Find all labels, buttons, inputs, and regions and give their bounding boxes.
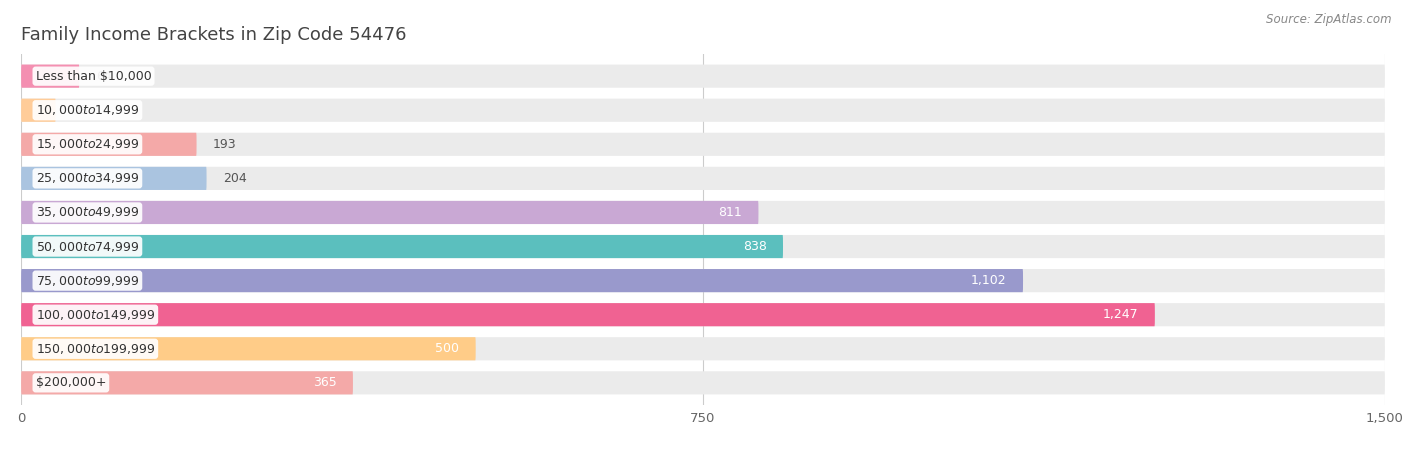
FancyBboxPatch shape — [21, 337, 1385, 360]
FancyBboxPatch shape — [21, 201, 758, 224]
Text: $150,000 to $199,999: $150,000 to $199,999 — [35, 342, 155, 356]
Text: $75,000 to $99,999: $75,000 to $99,999 — [35, 274, 139, 288]
FancyBboxPatch shape — [21, 337, 475, 360]
Text: 38: 38 — [72, 104, 89, 117]
Text: $200,000+: $200,000+ — [35, 376, 105, 389]
Text: 1,247: 1,247 — [1102, 308, 1139, 321]
FancyBboxPatch shape — [21, 99, 56, 122]
Text: $10,000 to $14,999: $10,000 to $14,999 — [35, 103, 139, 117]
Text: 838: 838 — [742, 240, 766, 253]
FancyBboxPatch shape — [21, 201, 1385, 224]
FancyBboxPatch shape — [21, 371, 1385, 395]
FancyBboxPatch shape — [21, 99, 1385, 122]
FancyBboxPatch shape — [21, 133, 1385, 156]
Text: 204: 204 — [224, 172, 246, 185]
Text: 365: 365 — [314, 376, 336, 389]
Text: $35,000 to $49,999: $35,000 to $49,999 — [35, 206, 139, 220]
Text: 811: 811 — [718, 206, 742, 219]
FancyBboxPatch shape — [21, 303, 1385, 326]
FancyBboxPatch shape — [21, 269, 1385, 292]
Text: 500: 500 — [436, 342, 460, 355]
FancyBboxPatch shape — [21, 269, 1024, 292]
Text: 64: 64 — [96, 70, 111, 83]
FancyBboxPatch shape — [21, 64, 79, 88]
Text: Family Income Brackets in Zip Code 54476: Family Income Brackets in Zip Code 54476 — [21, 26, 406, 44]
Text: $15,000 to $24,999: $15,000 to $24,999 — [35, 137, 139, 151]
FancyBboxPatch shape — [21, 371, 353, 395]
Text: $25,000 to $34,999: $25,000 to $34,999 — [35, 171, 139, 185]
FancyBboxPatch shape — [21, 303, 1154, 326]
Text: $50,000 to $74,999: $50,000 to $74,999 — [35, 239, 139, 253]
FancyBboxPatch shape — [21, 167, 207, 190]
Text: Less than $10,000: Less than $10,000 — [35, 70, 152, 83]
FancyBboxPatch shape — [21, 167, 1385, 190]
Text: $100,000 to $149,999: $100,000 to $149,999 — [35, 308, 155, 322]
FancyBboxPatch shape — [21, 235, 783, 258]
FancyBboxPatch shape — [21, 235, 1385, 258]
FancyBboxPatch shape — [21, 64, 1385, 88]
FancyBboxPatch shape — [21, 133, 197, 156]
Text: Source: ZipAtlas.com: Source: ZipAtlas.com — [1267, 14, 1392, 27]
Text: 193: 193 — [212, 138, 236, 151]
Text: 1,102: 1,102 — [972, 274, 1007, 287]
